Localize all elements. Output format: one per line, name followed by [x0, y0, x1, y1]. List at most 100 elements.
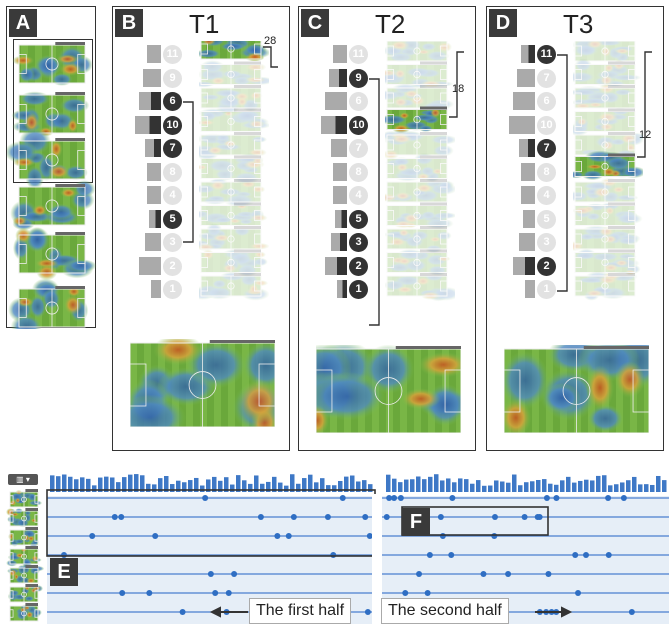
timeline-event-dot[interactable]: [439, 533, 446, 539]
timeline-event-dot[interactable]: [212, 590, 219, 596]
timeline-event-dot[interactable]: [620, 495, 627, 501]
timeline-event-dot[interactable]: [391, 495, 398, 501]
timeline-event-dot[interactable]: [383, 514, 390, 520]
player-number[interactable]: 4: [163, 186, 182, 205]
timeline-event-dot[interactable]: [505, 571, 512, 577]
timeline-event-dot[interactable]: [274, 533, 281, 539]
timeline-event-dot[interactable]: [152, 533, 159, 539]
player-number[interactable]: 5: [163, 209, 182, 229]
player-number[interactable]: 9: [163, 68, 182, 88]
player-number[interactable]: 10: [163, 115, 182, 135]
player-number[interactable]: 6: [537, 92, 556, 111]
c-thumb-column[interactable]: [385, 41, 455, 341]
timeline-event-dot[interactable]: [491, 533, 498, 539]
timeline-event-dot[interactable]: [437, 514, 444, 520]
timeline-event-dot[interactable]: [536, 514, 543, 520]
timeline-event-dot[interactable]: [146, 590, 153, 596]
timeline-event-dot[interactable]: [575, 590, 582, 596]
second-half-label: The second half: [381, 598, 509, 624]
timeline-event-dot[interactable]: [402, 590, 409, 596]
panel-d-title: T3: [563, 9, 594, 39]
player-number[interactable]: 5: [537, 209, 556, 229]
timeline-event-dot[interactable]: [257, 514, 264, 520]
timeline-event-dot[interactable]: [386, 495, 393, 501]
timeline-event-dot[interactable]: [424, 590, 431, 596]
player-number[interactable]: 7: [163, 139, 182, 158]
timeline-event-dot[interactable]: [426, 552, 433, 558]
player-number[interactable]: 2: [163, 256, 182, 276]
timeline-hist-bar: [578, 480, 583, 492]
timeline-event-dot[interactable]: [605, 552, 612, 558]
timeline-event-dot[interactable]: [553, 495, 560, 501]
timeline-event-dot[interactable]: [118, 514, 125, 520]
timeline-event-dot[interactable]: [179, 609, 186, 615]
player-number[interactable]: 11: [163, 45, 182, 64]
timeline-event-dot[interactable]: [543, 495, 550, 501]
timeline-event-dot[interactable]: [111, 514, 118, 520]
player-number[interactable]: 6: [349, 92, 368, 111]
player-number[interactable]: 10: [537, 115, 556, 135]
timeline-event-dot[interactable]: [480, 571, 487, 577]
panel-c-big-heatmap[interactable]: [316, 345, 461, 433]
b-thumb-column[interactable]: [199, 41, 269, 341]
timeline-event-dot[interactable]: [605, 495, 612, 501]
timeline-hist-bar: [50, 475, 55, 492]
timeline-chart[interactable]: [0, 470, 669, 626]
timeline-event-dot[interactable]: [397, 495, 404, 501]
timeline-event-dot[interactable]: [290, 514, 297, 520]
timeline-event-dot[interactable]: [449, 495, 456, 501]
timeline-event-dot[interactable]: [89, 533, 96, 539]
timeline-event-dot[interactable]: [448, 552, 455, 558]
player-bar: [519, 233, 535, 251]
d-thumb-column[interactable]: [573, 41, 643, 341]
panel-b-big-heatmap[interactable]: [130, 339, 275, 427]
player-number[interactable]: 7: [537, 139, 556, 158]
timeline-event-dot[interactable]: [366, 533, 373, 539]
player-number[interactable]: 4: [537, 186, 556, 205]
player-number[interactable]: 1: [349, 280, 368, 299]
timeline-event-dot[interactable]: [225, 590, 232, 596]
selection-e[interactable]: [46, 489, 376, 557]
panel-a-heatmaps[interactable]: [7, 7, 97, 329]
timeline-event-dot[interactable]: [491, 514, 498, 520]
player-number[interactable]: 11: [349, 45, 368, 64]
timeline-event-dot[interactable]: [119, 590, 126, 596]
player-number[interactable]: 10: [349, 115, 368, 135]
timeline-event-dot[interactable]: [545, 571, 552, 577]
player-number[interactable]: 2: [349, 256, 368, 276]
timeline-event-dot[interactable]: [324, 514, 331, 520]
timeline-event-dot[interactable]: [364, 609, 371, 615]
timeline-event-dot[interactable]: [231, 571, 238, 577]
timeline-event-dot[interactable]: [362, 514, 369, 520]
timeline-event-dot[interactable]: [207, 571, 214, 577]
panel-d-big-heatmap[interactable]: [504, 345, 649, 433]
player-number[interactable]: 7: [537, 68, 556, 88]
player-number[interactable]: 8: [537, 162, 556, 182]
timeline-event-dot[interactable]: [285, 533, 292, 539]
timeline-event-dot[interactable]: [330, 552, 337, 558]
player-thumb: [199, 132, 268, 160]
toolbar-button[interactable]: ▥ ▾: [8, 474, 38, 485]
player-number[interactable]: 3: [537, 233, 556, 252]
player-number[interactable]: 5: [349, 209, 368, 229]
timeline-event-dot[interactable]: [521, 514, 528, 520]
player-number[interactable]: 3: [163, 233, 182, 252]
player-number[interactable]: 8: [163, 162, 182, 182]
player-number[interactable]: 1: [537, 280, 556, 299]
timeline-event-dot[interactable]: [583, 552, 590, 558]
player-number[interactable]: 2: [537, 256, 556, 276]
player-number[interactable]: 4: [349, 186, 368, 205]
player-number[interactable]: 11: [537, 45, 556, 64]
player-number[interactable]: 1: [163, 280, 182, 299]
timeline-hist-bar: [98, 477, 103, 492]
player-number[interactable]: 3: [349, 233, 368, 252]
player-number[interactable]: 9: [349, 68, 368, 88]
timeline-event-dot[interactable]: [572, 552, 579, 558]
player-number[interactable]: 6: [163, 92, 182, 111]
player-number[interactable]: 7: [349, 139, 368, 158]
player-number[interactable]: 8: [349, 162, 368, 182]
timeline-event-dot[interactable]: [416, 571, 423, 577]
timeline-event-dot[interactable]: [339, 495, 346, 501]
timeline-event-dot[interactable]: [628, 609, 635, 615]
timeline-event-dot[interactable]: [202, 495, 209, 501]
